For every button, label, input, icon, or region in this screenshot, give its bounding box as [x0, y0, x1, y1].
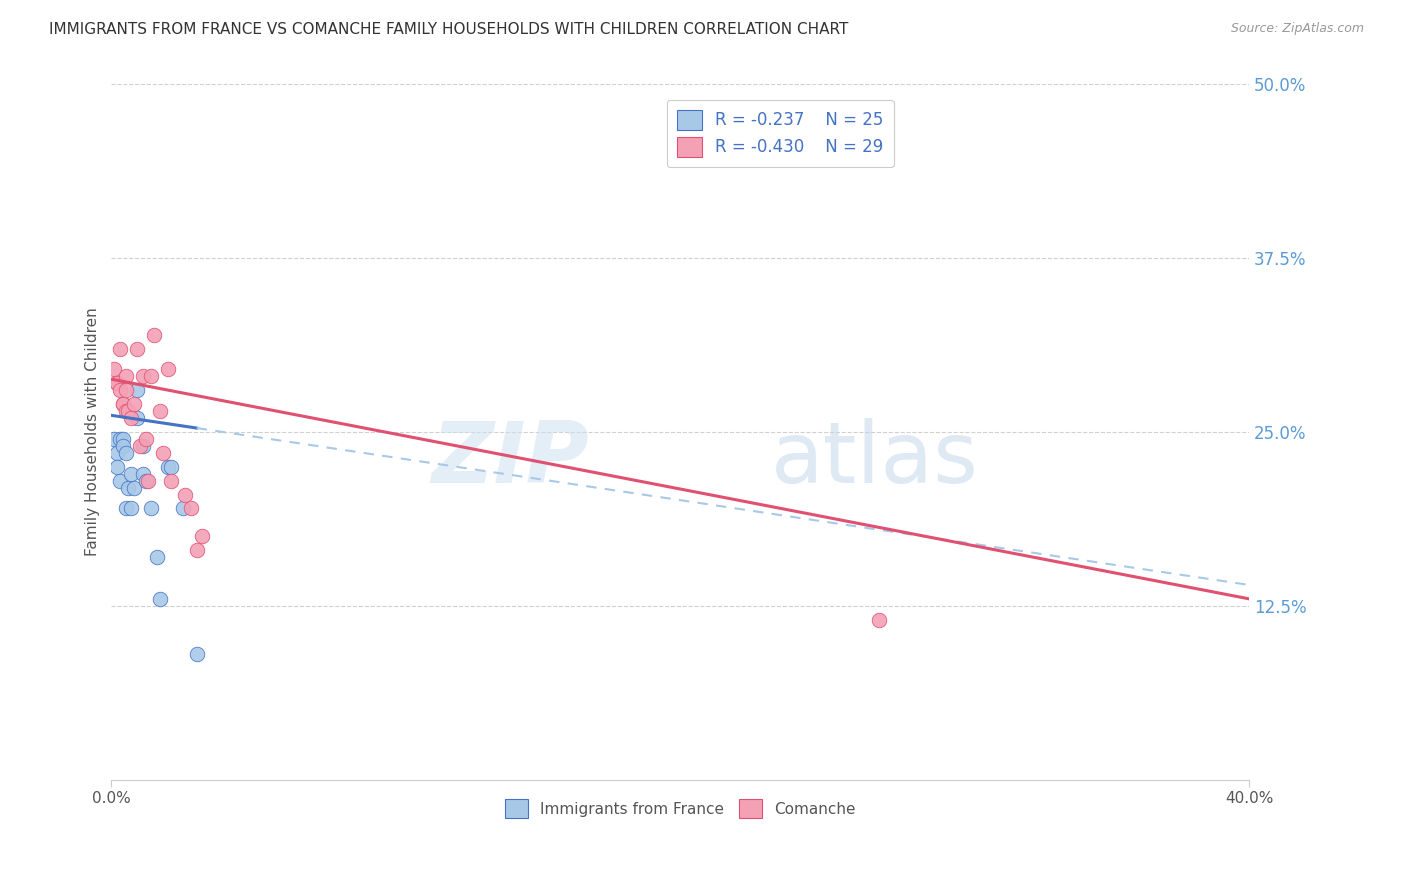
- Point: [105, 376, 128, 391]
- Point: [146, 550, 169, 565]
- Point: [141, 369, 163, 384]
- Point: [152, 446, 174, 460]
- Point: [157, 362, 180, 376]
- Point: [120, 467, 142, 481]
- Point: [111, 432, 134, 446]
- Point: [125, 411, 148, 425]
- Point: [117, 404, 139, 418]
- Point: [191, 529, 214, 543]
- Point: [108, 384, 131, 398]
- Point: [172, 501, 194, 516]
- Point: [108, 474, 131, 488]
- Text: atlas: atlas: [772, 418, 980, 501]
- Point: [114, 384, 136, 398]
- Point: [125, 384, 148, 398]
- Point: [143, 327, 166, 342]
- Point: [131, 439, 153, 453]
- Point: [114, 404, 136, 418]
- Point: [108, 432, 131, 446]
- Point: [131, 369, 153, 384]
- Point: [111, 439, 134, 453]
- Text: ZIP: ZIP: [432, 418, 589, 501]
- Point: [111, 397, 134, 411]
- Point: [105, 446, 128, 460]
- Point: [105, 459, 128, 474]
- Point: [125, 342, 148, 356]
- Point: [186, 543, 208, 558]
- Text: Source: ZipAtlas.com: Source: ZipAtlas.com: [1230, 22, 1364, 36]
- Point: [135, 432, 157, 446]
- Point: [131, 467, 153, 481]
- Point: [111, 397, 134, 411]
- Point: [180, 501, 202, 516]
- Point: [114, 501, 136, 516]
- Point: [120, 411, 142, 425]
- Point: [157, 459, 180, 474]
- Point: [122, 481, 145, 495]
- Point: [149, 591, 172, 606]
- Y-axis label: Family Households with Children: Family Households with Children: [86, 308, 100, 557]
- Point: [141, 501, 163, 516]
- Point: [114, 369, 136, 384]
- Point: [105, 376, 128, 391]
- Point: [138, 474, 160, 488]
- Point: [103, 362, 125, 376]
- Point: [174, 487, 197, 501]
- Point: [868, 613, 890, 627]
- Legend: Immigrants from France, Comanche: Immigrants from France, Comanche: [499, 793, 862, 824]
- Point: [120, 501, 142, 516]
- Point: [149, 404, 172, 418]
- Point: [160, 459, 183, 474]
- Point: [114, 446, 136, 460]
- Point: [122, 397, 145, 411]
- Point: [117, 481, 139, 495]
- Point: [160, 474, 183, 488]
- Point: [103, 432, 125, 446]
- Text: IMMIGRANTS FROM FRANCE VS COMANCHE FAMILY HOUSEHOLDS WITH CHILDREN CORRELATION C: IMMIGRANTS FROM FRANCE VS COMANCHE FAMIL…: [49, 22, 849, 37]
- Point: [186, 648, 208, 662]
- Point: [108, 342, 131, 356]
- Point: [128, 439, 150, 453]
- Point: [135, 474, 157, 488]
